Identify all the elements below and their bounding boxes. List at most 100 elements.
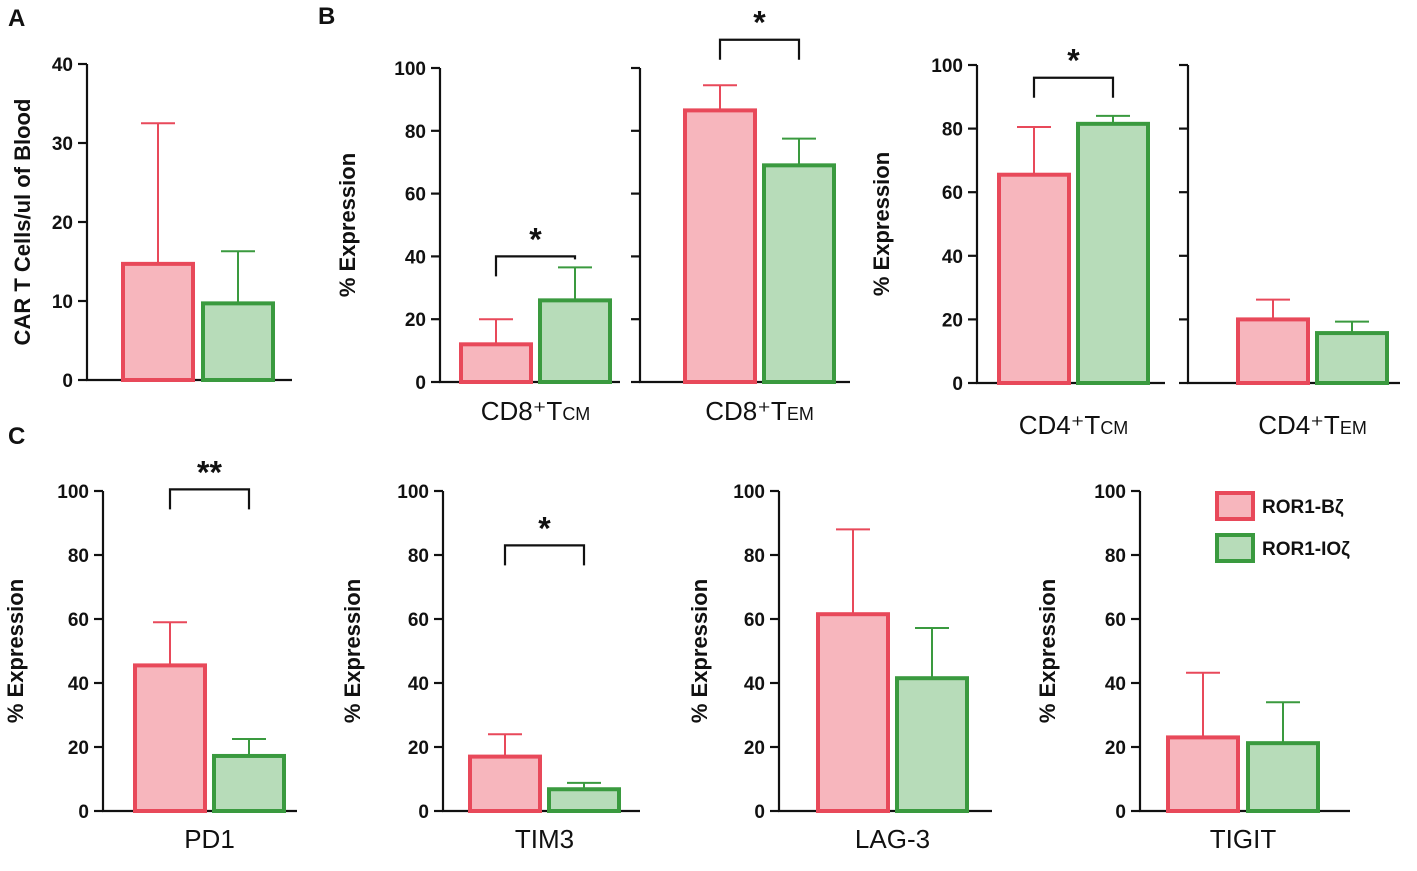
category-label: CD4⁺TEM [1258,410,1367,440]
chart-A: 0 10 20 30 40 CAR T Cells/ul of Blood [10,55,292,392]
significance-marker: * [529,221,542,257]
chart-C3: 0 20 40 60 80 100 % Expression LAG-3 [687,482,992,854]
category-label-subscript: EM [787,404,814,424]
panel-letter-a: A [8,5,25,32]
y-tick-label: 20 [68,738,89,759]
bar [762,163,836,384]
bar [1236,317,1310,385]
bar [997,172,1071,385]
y-tick-label: 0 [418,802,429,823]
chart-C1: 0 20 40 60 80 100 % Expression PD1 ** [3,454,297,854]
charts-layer: 0 10 20 30 40 CAR T Cells/ul of Blood 0 20 40 60 8… [3,5,1400,854]
category-label: TIM3 [515,824,574,854]
significance-bracket [1032,76,1115,98]
y-tick-label: 0 [952,374,963,395]
bar [683,108,757,384]
category-label: CD8⁺TEM [705,396,814,426]
significance-marker: ** [197,454,222,490]
category-label-main: TIGIT [1210,824,1277,854]
category-label: CD4⁺TCM [1019,410,1129,440]
significance-bracket [718,38,801,60]
y-axis-label: % Expression [340,579,365,723]
y-axis-label: CAR T Cells/ul of Blood [10,99,35,346]
y-tick-label: 60 [405,185,426,206]
bar [816,612,890,814]
category-label-main: LAG-3 [855,824,930,854]
bar [1246,741,1320,813]
y-tick-label: 80 [744,546,765,567]
y-tick-label: 40 [408,674,429,695]
y-tick-label: 80 [405,122,426,143]
bar [547,787,621,813]
y-tick-label: 0 [62,371,73,392]
bar [538,298,612,384]
y-tick-label: 40 [1105,674,1126,695]
y-tick-label: 60 [1105,610,1126,631]
significance-bracket [494,255,577,277]
y-tick-label: 20 [405,310,426,331]
y-axis-label: % Expression [335,153,360,297]
category-label-subscript: EM [1340,418,1367,438]
y-axis-label: % Expression [869,152,894,296]
y-tick-label: 40 [68,674,89,695]
y-tick-label: 0 [78,802,89,823]
y-tick-label: 80 [68,546,89,567]
y-tick-label: 0 [754,802,765,823]
bar [133,663,207,814]
y-tick-label: 0 [1115,802,1126,823]
y-tick-label: 20 [52,213,73,234]
y-tick-label: 100 [1094,482,1126,503]
bar [1076,121,1150,386]
y-tick-label: 80 [408,546,429,567]
y-tick-label: 40 [52,55,73,76]
y-tick-label: 20 [1105,738,1126,759]
y-tick-label: 100 [57,482,89,503]
y-tick-label: 60 [408,610,429,631]
category-label: LAG-3 [855,824,930,854]
bar [121,261,195,382]
category-label: CD8⁺TCM [481,396,591,426]
category-label-subscript: CM [562,404,590,424]
y-tick-label: 10 [52,292,73,313]
y-axis-label: % Expression [1035,579,1060,723]
y-tick-label: 60 [744,610,765,631]
y-tick-label: 20 [744,738,765,759]
category-label-subscript: CM [1100,418,1128,438]
legend-label-green: ROR1-IOζ [1262,539,1350,560]
panel-letter-c: C [8,423,25,450]
category-label: TIGIT [1210,824,1277,854]
y-tick-label: 20 [942,310,963,331]
bar [459,342,533,385]
legend-swatch-red [1215,491,1255,521]
category-label-main: CD4⁺T [1019,410,1101,440]
y-tick-label: 100 [397,482,429,503]
significance-marker: * [1067,43,1080,79]
chart-C2: 0 20 40 60 80 100 % Expression TIM3 * [340,482,640,854]
significance-marker: * [753,5,766,41]
bar [201,301,275,382]
y-axis-label: % Expression [687,579,712,723]
bar [468,754,542,813]
bar [895,676,969,814]
category-label: PD1 [184,824,235,854]
y-tick-label: 100 [733,482,765,503]
y-tick-label: 0 [415,373,426,394]
category-label-main: CD8⁺T [705,396,787,426]
category-label-main: CD4⁺T [1258,410,1340,440]
y-axis-label: % Expression [3,579,28,723]
y-tick-label: 60 [68,610,89,631]
y-tick-label: 80 [942,120,963,141]
category-label-main: PD1 [184,824,235,854]
significance-marker: * [538,510,551,546]
category-label-main: TIM3 [515,824,574,854]
significance-bracket [168,488,251,510]
y-tick-label: 30 [52,134,73,155]
bar [1166,735,1240,814]
y-tick-label: 40 [405,247,426,268]
y-tick-label: 40 [942,247,963,268]
y-tick-label: 100 [931,56,963,77]
y-tick-label: 40 [744,674,765,695]
